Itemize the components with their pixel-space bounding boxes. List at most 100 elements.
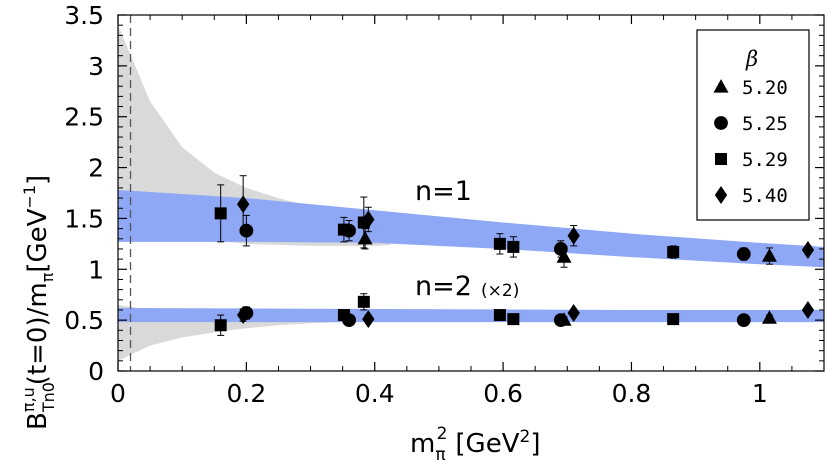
y-tick-label: 2 [88, 154, 104, 183]
marker-triangle [357, 230, 373, 245]
data-point-square [357, 293, 370, 311]
legend-label: 5.40 [742, 185, 788, 207]
marker-square [493, 309, 506, 322]
data-point-square [667, 245, 680, 259]
marker-square [214, 319, 227, 332]
legend-title: β [745, 47, 758, 71]
marker-triangle [556, 249, 572, 263]
x-label-unit-sq: 2 [519, 427, 530, 447]
y-label-pi: π [38, 272, 57, 282]
marker-circle [239, 223, 254, 238]
x-tick-label: 1 [752, 379, 768, 408]
marker-circle [736, 247, 751, 261]
legend-entry-5.25: 5.25 [714, 113, 788, 135]
svg-text:mπ2[GeV2]: mπ2 [GeV2] [410, 424, 540, 463]
data-point-circle [553, 313, 568, 328]
annotation-n2-scale: (×2) [481, 281, 519, 301]
marker-square [214, 207, 227, 220]
marker-diamond [237, 306, 250, 325]
data-point-diamond [567, 304, 580, 323]
legend-marker-triangle [713, 79, 729, 93]
data-point-diamond [801, 300, 815, 319]
legend-label: 5.25 [742, 113, 788, 135]
y-tick-label: 2.5 [64, 103, 104, 132]
points-layer [214, 175, 815, 336]
marker-diamond [567, 226, 580, 245]
svg-text:BTn0π,u(t=0)/mπ[GeV−1]: BTn0π,u (t=0)/mπ[GeV−1] [19, 175, 58, 430]
x-tick-label: 0.8 [612, 379, 652, 408]
legend-entries: 5.20 5.25 5.29 5.40 [713, 77, 788, 207]
marker-triangle [761, 310, 777, 324]
marker-diamond [362, 310, 375, 329]
legend-entry-5.40: 5.40 [714, 185, 788, 207]
legend-entry-5.20: 5.20 [713, 77, 788, 99]
data-point-circle [736, 313, 751, 328]
data-point-circle [553, 240, 568, 258]
x-tick-label: 0.2 [226, 379, 266, 408]
x-label-unit: [GeV [455, 429, 519, 459]
y-tick-label: 0 [88, 357, 104, 386]
y-label-unit-exp: −1 [20, 185, 39, 209]
marker-circle [553, 242, 568, 256]
annotation-n2: n=2 [415, 271, 472, 302]
legend-entry-5.29: 5.29 [715, 149, 788, 171]
marker-diamond [801, 240, 815, 259]
x-tick-label: 0.4 [355, 379, 395, 408]
data-point-triangle [761, 310, 777, 324]
data-point-circle [736, 247, 751, 261]
y-label-close: ] [23, 175, 53, 185]
legend: β 5.20 5.25 5.29 5.40 [696, 29, 810, 221]
data-point-square [507, 313, 520, 326]
x-tick-label: 0 [110, 379, 126, 408]
data-point-diamond [362, 206, 375, 233]
data-point-triangle [761, 247, 777, 265]
y-label-unit: [GeV [23, 208, 53, 272]
y-tick-label: 1.5 [64, 204, 104, 233]
y-tick-label: 3 [88, 52, 104, 81]
marker-circle [553, 313, 568, 328]
x-label-close: ] [530, 429, 540, 459]
y-label-b: B [23, 412, 53, 430]
x-label-m: m [410, 429, 435, 459]
data-point-diamond [237, 175, 250, 234]
marker-square [667, 313, 680, 326]
data-point-square [214, 314, 227, 336]
marker-diamond [237, 195, 250, 214]
band-2 [118, 189, 824, 268]
y-axis-label: BTn0π,u (t=0)/mπ[GeV−1] [19, 175, 58, 430]
y-tick-label: 0.5 [64, 306, 104, 335]
marker-square [337, 223, 350, 236]
marker-square [337, 309, 350, 322]
ticks-layer: 0 0.2 0.4 0.6 0.8 1 0 0.5 1 1.5 2 2.5 3 3.5 [64, 1, 824, 408]
band-0 [118, 25, 391, 246]
data-point-square [337, 309, 350, 322]
data-point-square [337, 216, 350, 243]
data-point-square [214, 184, 227, 243]
marker-triangle [761, 248, 777, 262]
marker-circle [736, 313, 751, 328]
legend-marker-square [715, 153, 727, 165]
y-tick-label: 1 [88, 255, 104, 284]
legend-label: 5.20 [742, 77, 788, 99]
marker-square [493, 237, 506, 250]
legend-marker-circle [714, 116, 728, 130]
x-axis-label: mπ2 [GeV2] [410, 424, 540, 463]
x-label-sq: 2 [437, 424, 448, 444]
bands-layer [118, 25, 824, 361]
y-label-sup: π,u [19, 387, 38, 412]
marker-square [507, 240, 520, 253]
data-point-square [507, 236, 520, 258]
x-label-pi: π [435, 445, 445, 463]
data-point-diamond [362, 310, 375, 329]
data-point-square [493, 233, 506, 255]
data-point-square [493, 309, 506, 322]
y-label-main: (t=0)/m [23, 282, 53, 385]
annotation-n1: n=1 [415, 176, 472, 207]
marker-diamond [567, 304, 580, 323]
marker-diamond [801, 300, 815, 319]
marker-square [667, 245, 680, 258]
marker-square [507, 313, 520, 326]
marker-diamond [362, 210, 375, 229]
data-point-diamond [237, 306, 250, 325]
